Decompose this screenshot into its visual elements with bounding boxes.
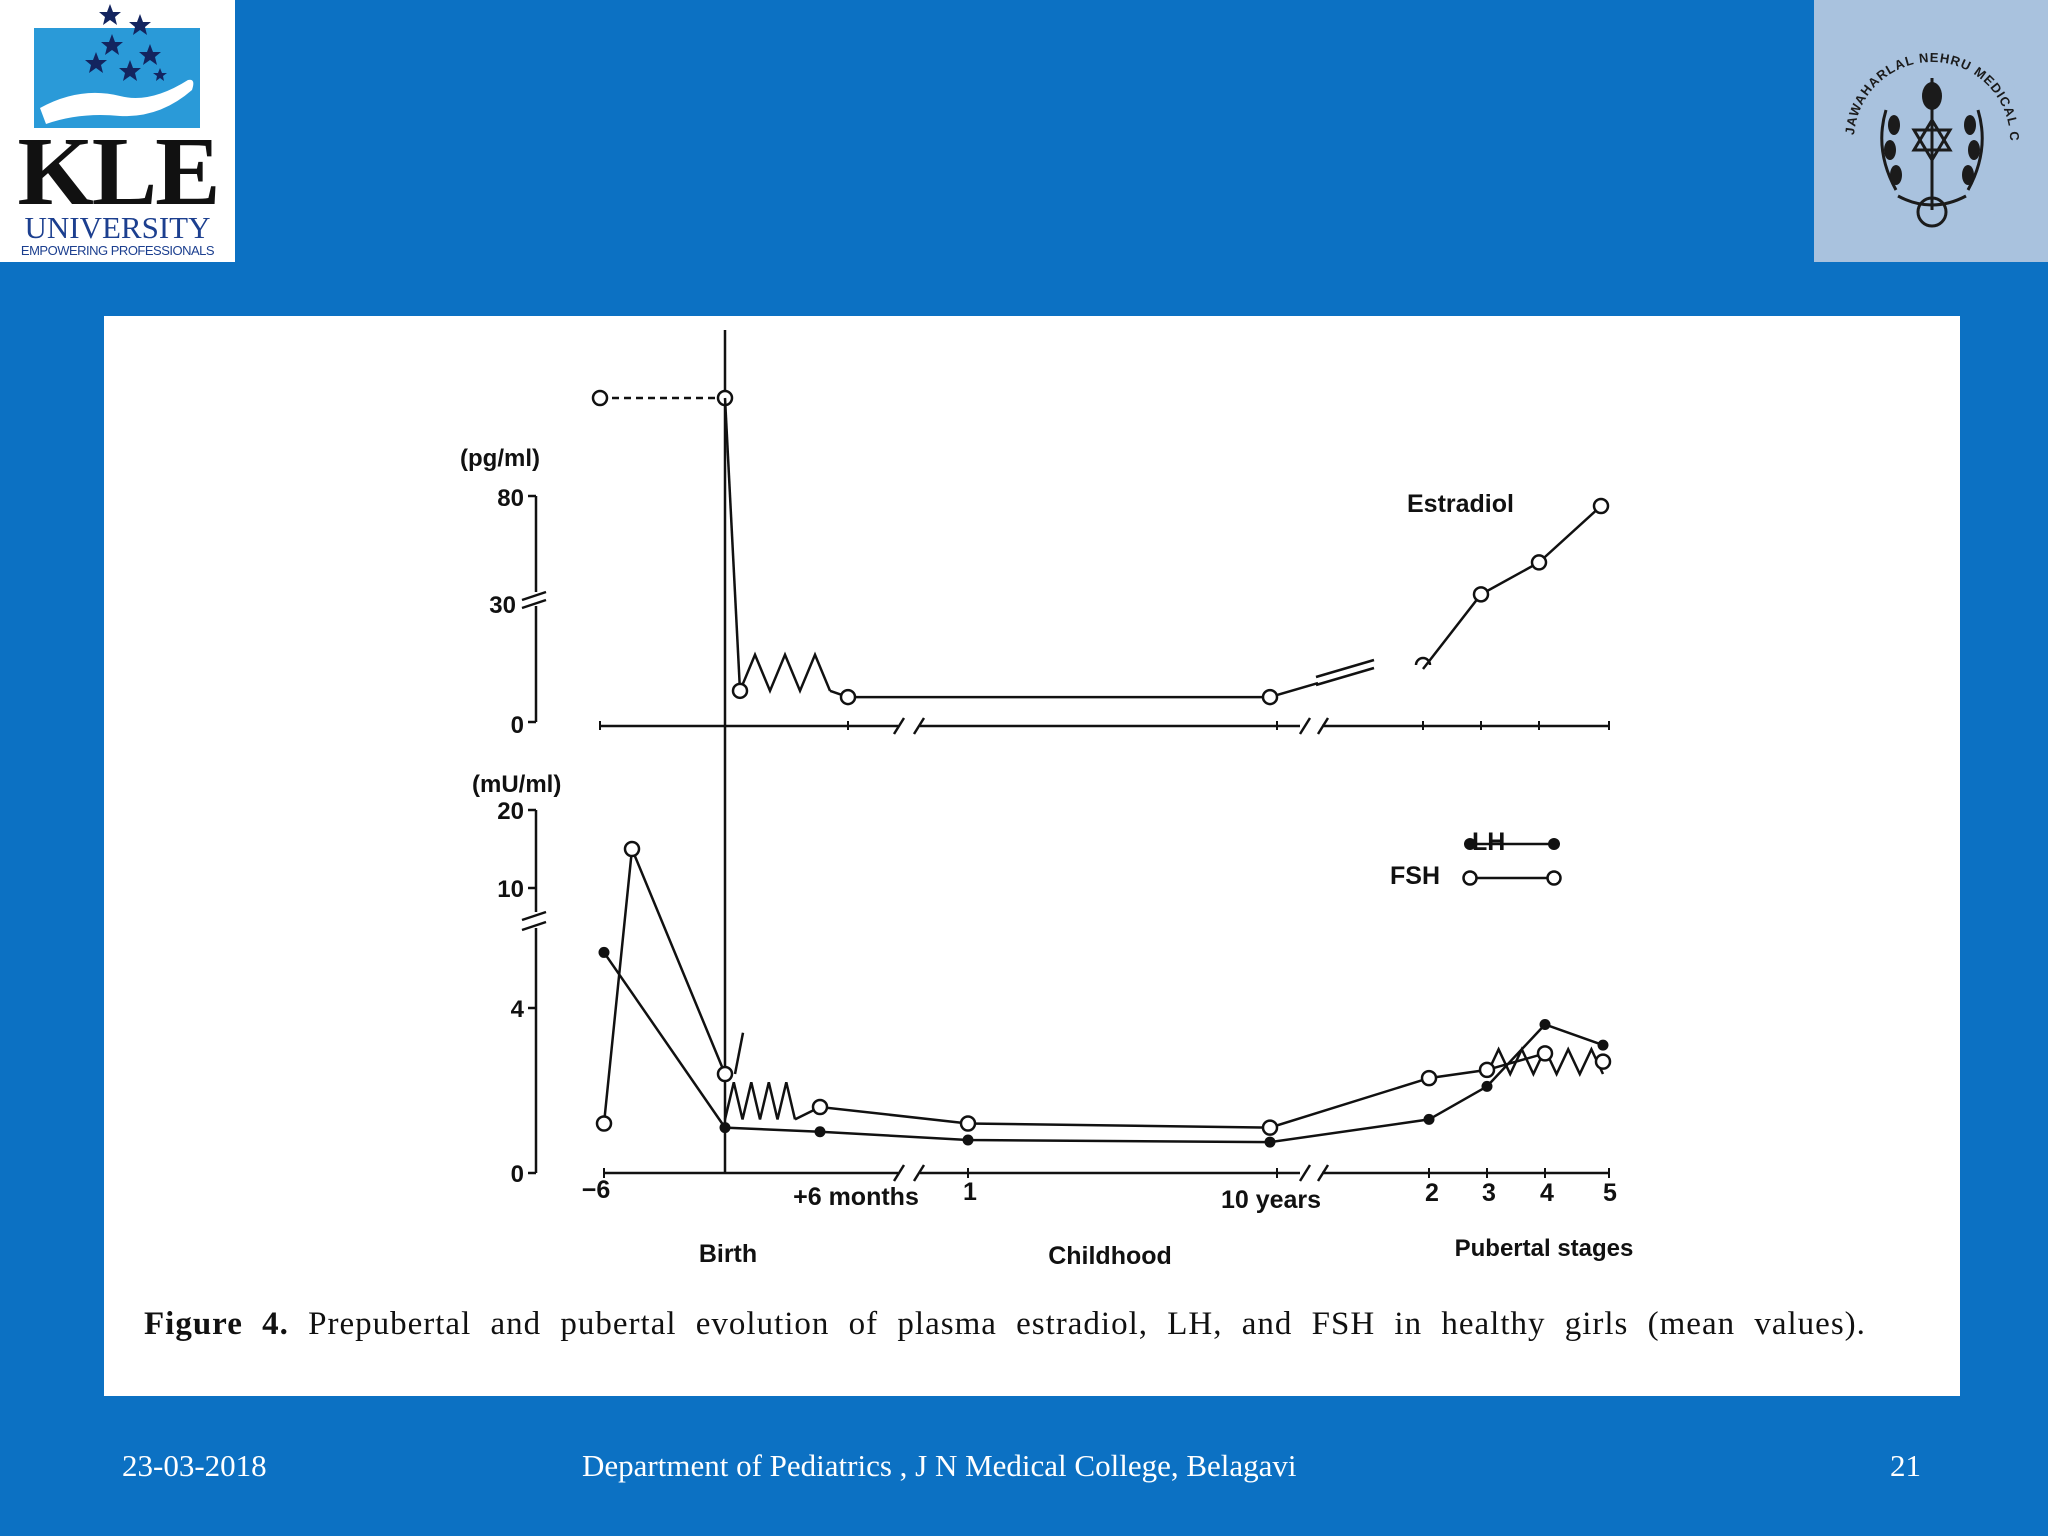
xtick-1: 1 [963, 1178, 977, 1206]
figure-caption-text: Prepubertal and pubertal evolution of pl… [308, 1306, 1866, 1342]
group-pubertal-wrapper: Pubertal stages [1454, 1236, 1634, 1262]
estradiol-rise-line [1269, 681, 1319, 699]
legend-lh-label: LH [1472, 828, 1505, 856]
fsh-marker [1478, 1061, 1496, 1079]
legend-lh-marker-end [1548, 838, 1560, 850]
fsh-marker [1420, 1069, 1438, 1087]
estradiol-marker [731, 682, 749, 700]
fsh-marker [623, 840, 641, 858]
estradiol-marker [591, 389, 609, 407]
fsh-line-prenatal [602, 848, 727, 1124]
legend-lh-marker [1464, 838, 1476, 850]
top-ytick-80: 80 [497, 485, 524, 512]
lh-line [602, 951, 1604, 1144]
bottom-ytick-20: 20 [497, 798, 524, 825]
figure-caption-label: Figure 4. [144, 1306, 289, 1342]
xtick-4: 4 [1540, 1179, 1554, 1207]
group-pubertal: Pubertal stages [1454, 1236, 1634, 1262]
estradiol-line-seg2 [1422, 505, 1602, 670]
bottom-ytick-4: 4 [511, 996, 525, 1023]
lh-marker [962, 1134, 974, 1146]
fsh-marker [1536, 1045, 1554, 1062]
fsh-marker [595, 1115, 613, 1132]
xtick-5: 5 [1603, 1179, 1617, 1207]
svg-text:JAWAHARLAL NEHRU MEDICAL COLLE: JAWAHARLAL NEHRU MEDICAL COLLEGE, BELGAU… [1814, 0, 2022, 142]
estradiol-break-line-b [1315, 666, 1375, 687]
xtick-10years: 10 years [1221, 1186, 1321, 1214]
jnmc-seal-icon: JAWAHARLAL NEHRU MEDICAL COLLEGE, BELGAU… [1808, 0, 2031, 239]
kle-university-logo: KLE UNIVERSITY EMPOWERING PROFESSIONALS [0, 0, 235, 262]
estradiol-marker-partial [1414, 656, 1432, 666]
lh-marker [1423, 1113, 1435, 1125]
estradiol-marker [839, 688, 857, 706]
lh-marker [1264, 1136, 1276, 1148]
figure-panel: (pg/ml) 80 30 0 Estradiol (mU/ml) 20 10 … [104, 316, 1960, 1396]
jnmc-logo: JAWAHARLAL NEHRU MEDICAL COLLEGE, BELGAU… [1808, 0, 2048, 262]
estradiol-marker [1530, 554, 1548, 571]
estradiol-marker [1472, 586, 1490, 603]
lh-marker [1597, 1039, 1609, 1051]
footer-page-number: 21 [1890, 1448, 1921, 1483]
legend-fsh-label: FSH [1390, 862, 1440, 890]
kle-logo-wordmark: KLE [17, 118, 221, 226]
estradiol-label: Estradiol [1407, 490, 1514, 518]
top-ylabel: (pg/ml) [460, 445, 540, 472]
hormone-chart: (pg/ml) 80 30 0 Estradiol (mU/ml) 20 10 … [460, 330, 1634, 1270]
fsh-marker [1594, 1053, 1612, 1070]
estradiol-break-line-a [1315, 658, 1375, 679]
bottom-ytick-10: 10 [497, 876, 524, 903]
bottom-ytick-0: 0 [511, 1161, 524, 1188]
fsh-postnatal-spike [733, 1032, 745, 1075]
footer-date: 23-03-2018 [122, 1448, 267, 1483]
kle-logo-emblem-icon [34, 4, 200, 128]
bottom-ylabel: (mU/ml) [472, 771, 561, 798]
group-birth: Birth [699, 1240, 757, 1268]
fsh-marker [959, 1115, 977, 1132]
legend-fsh-marker-end [1546, 870, 1562, 886]
top-ytick-30: 30 [489, 592, 516, 619]
footer-department: Department of Pediatrics , J N Medical C… [582, 1448, 1297, 1483]
estradiol-drop-line [723, 397, 742, 691]
kle-logo-tagline: EMPOWERING PROFESSIONALS [20, 243, 215, 258]
figure-caption: Figure 4. Prepubertal and pubertal evolu… [144, 1306, 1934, 1342]
kle-logo-university: UNIVERSITY [24, 210, 211, 245]
group-childhood: Childhood [1048, 1242, 1172, 1270]
estradiol-marker [1261, 688, 1279, 706]
lh-marker [814, 1126, 826, 1138]
lh-marker [719, 1122, 731, 1134]
fsh-marker [716, 1065, 734, 1083]
top-ytick-0: 0 [511, 712, 524, 739]
legend-fsh-marker [1462, 870, 1478, 886]
xtick-3: 3 [1482, 1179, 1496, 1207]
estradiol-oscillation [738, 651, 832, 695]
lh-marker [598, 946, 610, 958]
fsh-marker [811, 1098, 829, 1116]
lh-marker [1539, 1019, 1551, 1030]
xtick-6months: +6 months [793, 1183, 919, 1211]
fsh-marker [1261, 1119, 1279, 1136]
jnmc-seal-text: JAWAHARLAL NEHRU MEDICAL COLLEGE, BELGAU… [1808, 0, 2021, 142]
fsh-postnatal-oscillation [723, 1082, 797, 1120]
xtick-2: 2 [1425, 1179, 1439, 1207]
lh-marker [1481, 1080, 1493, 1092]
xtick-minus6: −6 [582, 1176, 611, 1204]
estradiol-marker [1592, 497, 1610, 515]
